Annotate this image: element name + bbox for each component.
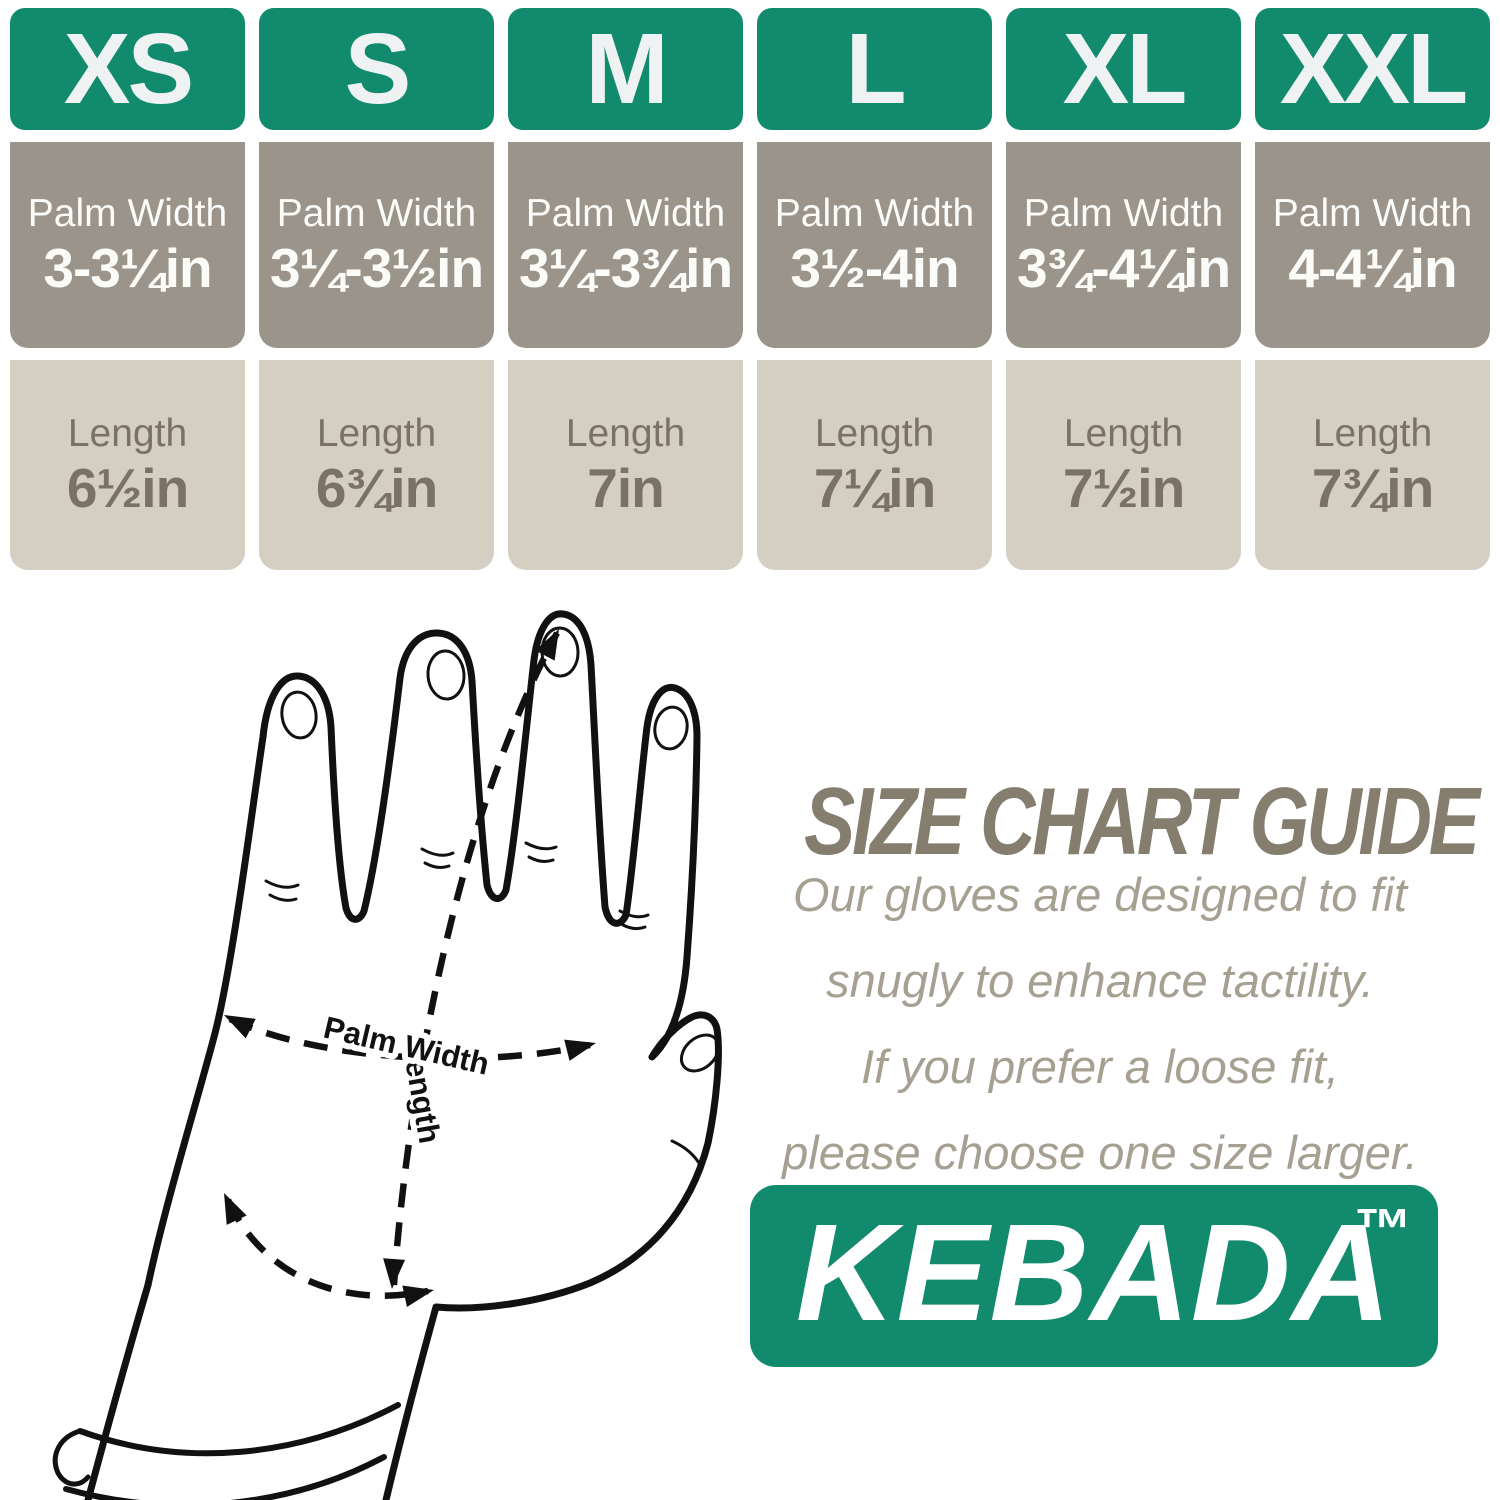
page-title: SIZE CHART GUIDE xyxy=(804,768,1480,875)
ring-crease xyxy=(524,841,558,863)
palm-width-value: 3-3¼in xyxy=(43,237,212,299)
palm-width-value: 3¾-4¼in xyxy=(1016,237,1231,299)
wrist-measure-line xyxy=(225,1198,429,1299)
length-value: 6½in xyxy=(66,457,189,519)
length-label: Length xyxy=(67,412,188,455)
brand-logo: KEBADA ™ xyxy=(750,1185,1438,1367)
size-header-m: M xyxy=(508,8,743,130)
hand-outline xyxy=(144,610,722,1312)
palm-width-arrowhead-right xyxy=(564,1039,596,1061)
guide-line-1: Our gloves are designed to fit xyxy=(793,868,1407,921)
thumb-nail xyxy=(679,1033,721,1073)
guide-line-4: please choose one size larger. xyxy=(782,1126,1418,1179)
length-label: Length xyxy=(316,412,437,455)
palm-width-cell: Palm Width 3½-4in xyxy=(757,142,992,348)
palm-width-value: 3¼-3½in xyxy=(269,237,484,299)
palm-width-label: Palm Width xyxy=(1023,192,1224,235)
length-cell: Length 7½in xyxy=(1006,360,1241,570)
index-nail xyxy=(280,690,318,740)
palm-width-cell: Palm Width 3-3¼in xyxy=(10,142,245,348)
index-crease xyxy=(264,879,300,902)
size-header-s: S xyxy=(259,8,494,130)
length-arrowhead-bottom xyxy=(383,1258,406,1289)
length-cell: Length 7in xyxy=(508,360,743,570)
palm-width-label: Palm Width xyxy=(27,192,228,235)
wrist-arrowhead-left xyxy=(224,1193,247,1225)
size-header-xxl: XXL xyxy=(1255,8,1490,130)
size-header-xs: XS xyxy=(10,8,245,130)
size-column-l: L Palm Width 3½-4in Length 7¼in xyxy=(757,8,992,570)
arm-left-edge xyxy=(84,1281,152,1500)
palm-width-value: 4-4¼in xyxy=(1288,237,1457,299)
pinky-crease xyxy=(618,909,650,931)
size-column-xl: XL Palm Width 3¾-4¼in Length 7½in xyxy=(1006,8,1241,570)
size-label: S xyxy=(344,12,412,125)
pinky-nail xyxy=(653,705,689,751)
size-column-m: M Palm Width 3¼-3¾in Length 7in xyxy=(508,8,743,570)
length-label: Length xyxy=(565,412,686,455)
thumb-crease xyxy=(670,1139,701,1165)
trademark-symbol: ™ xyxy=(1354,1197,1412,1262)
length-measure-line xyxy=(390,631,560,1286)
size-table: XS Palm Width 3-3¼in Length 6½in S Palm … xyxy=(10,8,1490,570)
hand-measurement-diagram: Length Palm Width xyxy=(52,610,722,1500)
length-value: 7¾in xyxy=(1311,457,1434,519)
size-label: XS xyxy=(63,12,194,125)
length-label: Length xyxy=(1063,412,1184,455)
palm-width-label: Palm Width xyxy=(525,192,726,235)
guide-line-3: If you prefer a loose fit, xyxy=(860,1040,1340,1093)
length-cell: Length 7¾in xyxy=(1255,360,1490,570)
size-header-xl: XL xyxy=(1006,8,1241,130)
cuff-fold xyxy=(52,1428,91,1487)
length-value: 6¾in xyxy=(315,457,438,519)
middle-nail xyxy=(426,649,466,701)
palm-width-cell: Palm Width 4-4¼in xyxy=(1255,142,1490,348)
brand-name: KEBADA xyxy=(795,1196,1393,1350)
length-label: Length xyxy=(1312,412,1433,455)
palm-width-label: Palm Width xyxy=(1272,192,1473,235)
palm-width-cell: Palm Width 3¼-3½in xyxy=(259,142,494,348)
length-cell: Length 6¾in xyxy=(259,360,494,570)
palm-width-cell: Palm Width 3¼-3¾in xyxy=(508,142,743,348)
palm-width-value: 3¼-3¾in xyxy=(518,237,733,299)
size-label: XL xyxy=(1062,12,1188,125)
length-cell: Length 7¼in xyxy=(757,360,992,570)
length-value: 7¼in xyxy=(813,457,936,519)
size-header-l: L xyxy=(757,8,992,130)
guide-line-2: snugly to enhance tactility. xyxy=(826,954,1374,1007)
palm-width-measure-line xyxy=(228,1016,591,1062)
length-label: Length xyxy=(814,412,935,455)
size-column-xs: XS Palm Width 3-3¼in Length 6½in xyxy=(10,8,245,570)
length-value: 7½in xyxy=(1062,457,1185,519)
palm-width-label: Palm Width xyxy=(774,192,975,235)
palm-width-label: Palm Width xyxy=(276,192,477,235)
guide-description: Our gloves are designed to fit snugly to… xyxy=(730,852,1470,1196)
arm-right-edge xyxy=(382,1303,440,1500)
wrist-arrowhead-right xyxy=(402,1285,434,1307)
size-column-s: S Palm Width 3¼-3½in Length 6¾in xyxy=(259,8,494,570)
cuff-top-line xyxy=(77,1402,401,1457)
length-value: 7in xyxy=(587,457,664,519)
palm-width-value: 3½-4in xyxy=(790,237,959,299)
middle-crease xyxy=(420,847,455,869)
size-label: M xyxy=(585,12,668,125)
size-column-xxl: XXL Palm Width 4-4¼in Length 7¾in xyxy=(1255,8,1490,570)
palm-width-arrowhead-left xyxy=(224,1015,256,1039)
size-label: L xyxy=(845,12,906,125)
length-arrowhead-top xyxy=(535,629,559,661)
length-cell: Length 6½in xyxy=(10,360,245,570)
size-label: XXL xyxy=(1279,12,1468,125)
palm-width-cell: Palm Width 3¾-4¼in xyxy=(1006,142,1241,348)
cuff-bottom-line xyxy=(63,1454,387,1500)
